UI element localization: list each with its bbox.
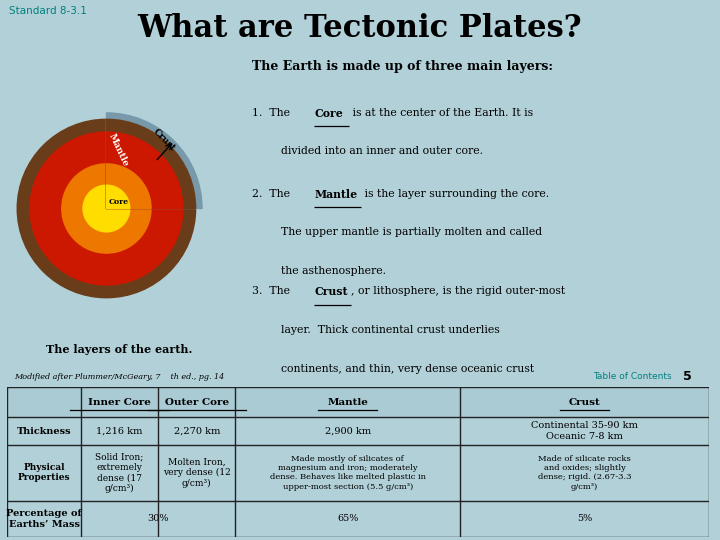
Text: What are Tectonic Plates?: What are Tectonic Plates?	[138, 13, 582, 44]
Text: Continental 35-90 km
Oceanic 7-8 km: Continental 35-90 km Oceanic 7-8 km	[531, 421, 638, 441]
Text: 2,270 km: 2,270 km	[174, 427, 220, 436]
Text: underlies oceans.: underlies oceans.	[281, 403, 377, 413]
Text: 30%: 30%	[148, 515, 169, 523]
Text: Solid Iron;
extremely
dense (17
g/cm³): Solid Iron; extremely dense (17 g/cm³)	[95, 453, 144, 493]
Text: 5%: 5%	[577, 515, 593, 523]
Text: layer.  Thick continental crust underlies: layer. Thick continental crust underlies	[281, 325, 500, 335]
Text: Inner Core: Inner Core	[88, 397, 151, 407]
Text: Outer Core: Outer Core	[165, 397, 229, 407]
Text: is at the center of the Earth. It is: is at the center of the Earth. It is	[348, 107, 533, 118]
Text: Made mostly of silicates of
magnesium and iron; moderately
dense. Behaves like m: Made mostly of silicates of magnesium an…	[270, 455, 426, 490]
Text: Mantle: Mantle	[314, 188, 357, 200]
Text: Core: Core	[314, 107, 343, 119]
Text: Table of Contents: Table of Contents	[593, 373, 672, 381]
Text: continents, and thin, very dense oceanic crust: continents, and thin, very dense oceanic…	[281, 364, 534, 374]
Text: Crust: Crust	[314, 286, 348, 298]
Circle shape	[30, 132, 183, 285]
Text: Crust: Crust	[569, 397, 600, 407]
Text: Made of silicate rocks
and oxides; slightly
dense; rigid. (2.67-3.3
g/cm³): Made of silicate rocks and oxides; sligh…	[538, 455, 631, 490]
Text: the asthenosphere.: the asthenosphere.	[281, 266, 386, 276]
Wedge shape	[107, 185, 130, 208]
Text: , or lithosphere, is the rigid outer-most: , or lithosphere, is the rigid outer-mos…	[351, 286, 565, 296]
Text: Physical
Properties: Physical Properties	[18, 463, 71, 482]
Bar	[7, 387, 709, 417]
Text: Standard 8-3.1: Standard 8-3.1	[9, 6, 86, 16]
Text: 2.  The: 2. The	[252, 188, 294, 199]
Text: Mantle: Mantle	[327, 397, 368, 407]
Wedge shape	[107, 132, 183, 208]
Text: Core: Core	[109, 198, 129, 206]
Text: The upper mantle is partially molten and called: The upper mantle is partially molten and…	[281, 227, 542, 238]
Circle shape	[83, 185, 130, 232]
Text: 1.  The: 1. The	[252, 107, 294, 118]
Circle shape	[62, 164, 151, 253]
Text: The layers of the earth.: The layers of the earth.	[46, 343, 192, 355]
Text: Mantle: Mantle	[107, 132, 130, 168]
Text: Crust: Crust	[151, 127, 177, 153]
Circle shape	[17, 119, 196, 298]
Wedge shape	[107, 164, 151, 208]
Text: Percentage of
Earths’ Mass: Percentage of Earths’ Mass	[6, 509, 82, 529]
Text: 5: 5	[683, 370, 692, 383]
Text: 3.  The: 3. The	[252, 286, 294, 296]
Wedge shape	[107, 113, 202, 208]
Text: The Earth is made up of three main layers:: The Earth is made up of three main layer…	[252, 60, 553, 73]
Text: Modified after Plummer/McGeary, 7    th ed., pg. 14: Modified after Plummer/McGeary, 7 th ed.…	[14, 373, 225, 381]
Text: is the layer surrounding the core.: is the layer surrounding the core.	[361, 188, 549, 199]
Text: Molten Iron,
very dense (12
g/cm³): Molten Iron, very dense (12 g/cm³)	[163, 458, 230, 488]
Wedge shape	[107, 119, 196, 208]
Text: 2,900 km: 2,900 km	[325, 427, 371, 436]
Text: 1,216 km: 1,216 km	[96, 427, 143, 436]
Text: 65%: 65%	[337, 515, 359, 523]
Text: divided into an inner and outer core.: divided into an inner and outer core.	[281, 146, 482, 157]
Text: Thickness: Thickness	[17, 427, 71, 436]
